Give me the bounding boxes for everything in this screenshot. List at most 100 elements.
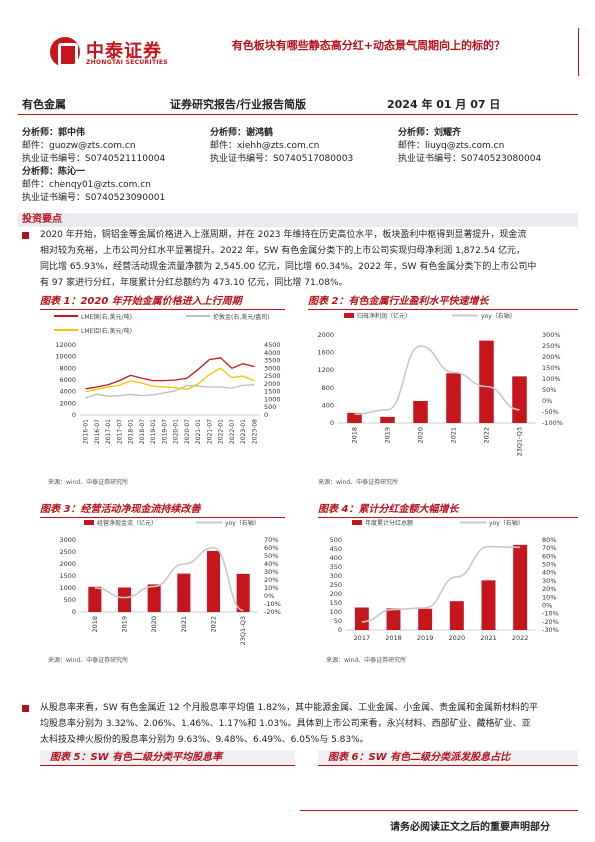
y-right-tick-label: 60% bbox=[264, 544, 278, 552]
analyst-email[interactable]: xiehh@zts.com.cn bbox=[237, 141, 320, 151]
x-tick-label: 2018 bbox=[385, 634, 402, 642]
y-right-tick-label: 10% bbox=[264, 584, 278, 592]
y-right-tick-label: -30% bbox=[542, 626, 559, 634]
y-right-tick-label: -20% bbox=[264, 608, 281, 616]
x-tick-label: 2016-01 bbox=[83, 419, 90, 444]
bar bbox=[206, 550, 221, 612]
legend-label: 经营净现金流（亿元） bbox=[97, 519, 157, 527]
x-tick-label: 2023-01 bbox=[240, 419, 247, 444]
bar bbox=[177, 573, 191, 612]
legend-swatch bbox=[352, 520, 362, 525]
y-right-tick-label: 100% bbox=[542, 375, 561, 383]
x-tick-label: 2021-01 bbox=[195, 419, 202, 444]
series-line bbox=[85, 384, 255, 399]
y-left-tick-label: 1600 bbox=[317, 349, 334, 357]
y-right-tick-label: 4000 bbox=[264, 349, 281, 357]
x-tick-label: 23Q1-Q3 bbox=[239, 616, 247, 645]
analyst-email[interactable]: liuyq@zts.com.cn bbox=[425, 141, 505, 151]
bar bbox=[354, 607, 369, 630]
y-left-tick-label: 250 bbox=[330, 581, 342, 589]
x-tick-label: 2020-07 bbox=[184, 419, 191, 444]
series-line bbox=[85, 357, 255, 390]
y-left-tick-label: 100 bbox=[330, 608, 342, 616]
y-right-tick-label: 1000 bbox=[264, 395, 281, 403]
y-right-tick-label: 10% bbox=[542, 593, 556, 601]
bar bbox=[88, 586, 102, 612]
figure-1-source: 来源：wind、中泰证券研究所 bbox=[48, 479, 129, 486]
legend-label: 年度累计分红总额 bbox=[365, 519, 413, 527]
y-right-tick-label: 0% bbox=[542, 397, 552, 405]
y-left-tick-label: 350 bbox=[330, 563, 342, 571]
logo-text: 中泰证券 bbox=[86, 41, 162, 62]
y-left-tick-label: 400 bbox=[330, 554, 342, 562]
y-right-tick-label: 50% bbox=[542, 386, 556, 394]
y-left-tick-label: 150 bbox=[330, 599, 342, 607]
bar bbox=[147, 584, 161, 612]
report-date: 2024 年 01 月 07 日 bbox=[387, 98, 501, 111]
y-right-tick-label: 50% bbox=[264, 552, 278, 560]
legend-swatch bbox=[344, 313, 354, 318]
x-tick-label: 2023-08 bbox=[251, 419, 258, 444]
y-left-tick-label: 50 bbox=[334, 617, 342, 625]
y-right-tick-label: 0% bbox=[264, 592, 274, 600]
y-right-tick-label: 200% bbox=[542, 353, 561, 361]
paragraph-2: 从股息率来看，SW 有色金属近 12 个月股息率平均值 1.82%，其中能源金属… bbox=[40, 703, 539, 745]
x-tick-label: 2019-01 bbox=[150, 419, 157, 444]
report-title: 有色板块有哪些静态高分红+动态景气周期向上的标的？ bbox=[231, 39, 505, 52]
y-right-tick-label: 20% bbox=[542, 585, 556, 593]
y-right-tick-label: 70% bbox=[542, 544, 556, 552]
y-right-tick-label: 3500 bbox=[264, 357, 281, 365]
y-right-tick-label: 50% bbox=[542, 561, 556, 569]
y-right-tick-label: -20% bbox=[542, 618, 559, 626]
meta-divider bbox=[18, 114, 578, 115]
bar bbox=[446, 373, 461, 423]
y-left-tick-label: 12000 bbox=[55, 341, 76, 349]
x-tick-label: 2019 bbox=[121, 616, 129, 633]
y-left-tick-label: 8000 bbox=[59, 364, 76, 372]
legend-label: yoy（右轴） bbox=[489, 519, 524, 527]
yoy-line bbox=[361, 545, 521, 623]
x-tick-label: 2020 bbox=[449, 634, 466, 642]
legend-label: 伦敦金(右,美元/盎司) bbox=[213, 313, 270, 321]
legend-swatch bbox=[84, 520, 94, 525]
footer-divider bbox=[300, 810, 578, 811]
y-left-tick-label: 500 bbox=[330, 536, 342, 544]
x-tick-label: 2017-07 bbox=[116, 419, 123, 444]
x-tick-label: 2021 bbox=[450, 427, 458, 444]
y-left-tick-label: 450 bbox=[330, 545, 342, 553]
x-tick-label: 2021 bbox=[480, 634, 497, 642]
y-right-tick-label: 30% bbox=[542, 577, 556, 585]
y-right-tick-label: 500 bbox=[264, 403, 276, 411]
x-tick-label: 2020 bbox=[417, 427, 425, 444]
x-tick-label: 2018-01 bbox=[128, 419, 135, 444]
y-left-tick-label: 500 bbox=[64, 596, 76, 604]
logo-text-en: ZHONGTAI SECURITIES bbox=[86, 59, 168, 66]
bar bbox=[117, 587, 132, 612]
figure-6-title: 图表 6：SW 有色二级分类派发股息占比 bbox=[318, 750, 578, 766]
y-left-tick-label: 400 bbox=[322, 401, 334, 409]
y-right-tick-label: 4500 bbox=[264, 341, 281, 349]
footer-disclaimer: 请务必阅读正文之后的重要声明部分 bbox=[390, 822, 550, 833]
bar bbox=[512, 376, 527, 423]
x-tick-label: 2022 bbox=[483, 427, 491, 444]
paragraph-1: 2020 年开始，铜铝金等金属价格进入上涨周期，并在 2023 年维持在历史高位… bbox=[40, 230, 537, 288]
bar bbox=[236, 573, 250, 612]
analyst-block: 分析师：陈沁一 邮件：chenqy01@zts.com.cn 执业证书编号：S0… bbox=[22, 167, 166, 203]
y-right-tick-label: -100% bbox=[542, 419, 563, 427]
chart-metal-prices: LME铜(右,美元/吨) 伦敦金(右,美元/盎司) LME铝(右,美元/吨) 0 200… bbox=[54, 313, 281, 444]
bar bbox=[481, 580, 496, 630]
x-tick-label: 2019 bbox=[384, 427, 392, 444]
logo-icon bbox=[50, 37, 80, 67]
series-line bbox=[85, 367, 255, 393]
x-tick-label: 2022-07 bbox=[229, 419, 236, 444]
y-right-tick-label: 40% bbox=[264, 560, 278, 568]
y-left-tick-label: 0 bbox=[330, 419, 334, 427]
yoy-line bbox=[94, 546, 244, 612]
bar bbox=[449, 601, 464, 630]
analyst-email[interactable]: chenqy01@zts.com.cn bbox=[49, 180, 151, 190]
figure-2-title: 图表 2：有色金属行业盈利水平快速增长 bbox=[308, 292, 578, 310]
analyst-email[interactable]: guozw@zts.com.cn bbox=[49, 141, 136, 151]
bullet-icon bbox=[22, 705, 29, 712]
analyst-block: 分析师：谢鸿鹤 邮件：xiehh@zts.com.cn 执业证书编号：S0740… bbox=[210, 128, 354, 164]
y-left-tick-label: 3000 bbox=[59, 536, 76, 544]
